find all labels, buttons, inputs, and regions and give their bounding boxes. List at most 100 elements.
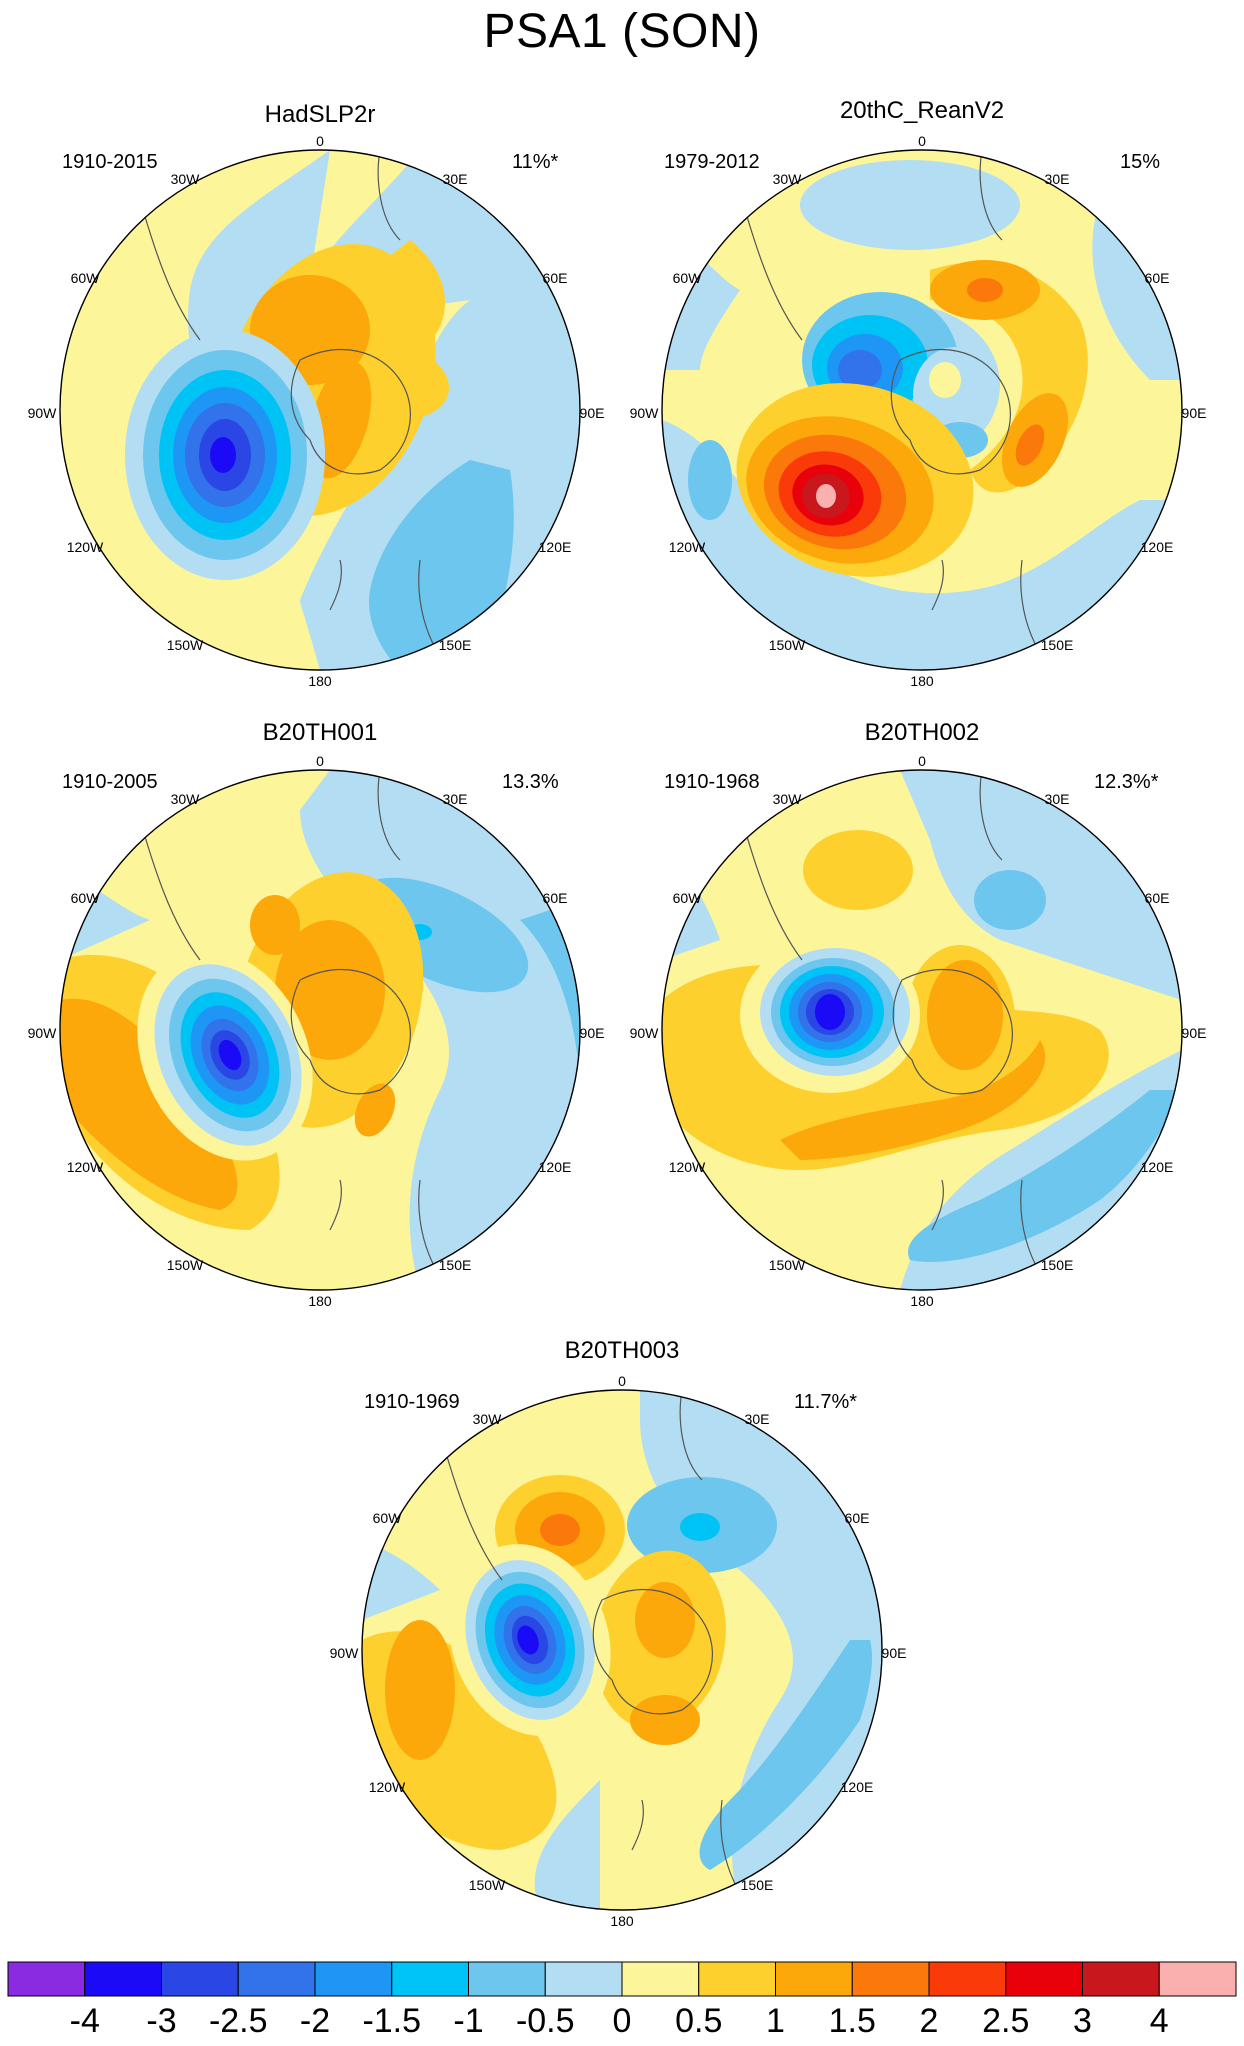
panel-title: B20TH001 (263, 719, 378, 746)
lon-label: 180 (308, 1293, 332, 1309)
colorbar-tick-label: 1.5 (829, 2002, 876, 2040)
lon-label: 30W (773, 171, 803, 187)
polar-boundary (59, 769, 581, 1291)
colorbar-swatch (161, 1961, 239, 1997)
lon-label: 90E (580, 405, 605, 421)
lon-label: 60E (543, 270, 568, 286)
lon-label: 120E (841, 1779, 874, 1795)
figure-title: PSA1 (SON) (483, 5, 761, 58)
lon-label: 60E (1145, 270, 1170, 286)
colorbar-swatch (928, 1961, 1007, 1997)
lon-label: 120E (539, 1159, 572, 1175)
colorbar-swatch (544, 1961, 623, 1997)
lon-label: 90E (882, 1645, 907, 1661)
lon-label: 150W (769, 1257, 806, 1273)
lon-label: 30E (443, 791, 468, 807)
lon-label: 120W (67, 539, 104, 555)
colorbar-tick-label: 2.5 (982, 2002, 1029, 2040)
lon-label: 0 (918, 133, 926, 149)
lon-label: 150E (439, 637, 472, 653)
colorbar-tick-label: -0.5 (516, 2002, 575, 2040)
polar-boundary (661, 769, 1183, 1291)
colorbar-swatch (237, 1961, 316, 1997)
lon-label: 150W (469, 1877, 506, 1893)
pattern-map (362, 1390, 882, 1910)
pattern-map (60, 770, 580, 1290)
colorbar-tick-label: 2 (920, 2002, 939, 2040)
colorbar-tick-label: 4 (1150, 2002, 1169, 2040)
lon-label: 150E (741, 1877, 774, 1893)
panel-period: 1910-1968 (664, 771, 760, 793)
lon-label: 150E (1041, 1257, 1074, 1273)
panel-period: 1910-1969 (364, 1391, 460, 1413)
panel-title: HadSLP2r (265, 101, 376, 128)
lon-label: 150W (769, 637, 806, 653)
pattern-map (662, 150, 1182, 670)
lon-label: 120W (67, 1159, 104, 1175)
lon-label: 60W (673, 270, 703, 286)
pattern-map (662, 770, 1182, 1290)
lon-label: 90E (1182, 405, 1207, 421)
lon-label: 30W (171, 791, 201, 807)
lon-label: 150E (1041, 637, 1074, 653)
lon-label: 0 (316, 133, 324, 149)
lon-label: 60W (71, 270, 101, 286)
colorbar-tick-label: 3 (1073, 2002, 1092, 2040)
panel-title: B20TH003 (565, 1337, 680, 1364)
lon-label: 30E (745, 1411, 770, 1427)
colorbar-tick-label: -3 (146, 2002, 176, 2040)
lon-label: 120W (669, 1159, 706, 1175)
lon-label: 60E (543, 890, 568, 906)
lon-label: 150E (439, 1257, 472, 1273)
colorbar-labels: -4 -3 -2.5 -2 -1.5 -1 -0.5 0 0.5 1 1.5 2 2.5 3 4 (70, 2002, 1169, 2040)
lon-label: 120E (539, 539, 572, 555)
colorbar-swatch (1082, 1961, 1160, 1997)
colorbar-tick-label: -1 (453, 2002, 483, 2040)
colorbar-tick-label: -4 (70, 2002, 100, 2040)
panel-b20th001: B20TH001 1910-2005 13.3% (28, 719, 605, 1309)
lon-label: 180 (910, 673, 934, 689)
lon-label: 0 (618, 1373, 626, 1389)
lon-label: 120E (1141, 1159, 1174, 1175)
colorbar-swatch (698, 1961, 776, 1997)
colorbar-tick-label: 0 (613, 2002, 632, 2040)
panel-title: B20TH002 (865, 719, 980, 746)
lon-label: 60W (373, 1510, 403, 1526)
colorbar-swatch (468, 1961, 546, 1997)
panel-variance: 11%* (512, 151, 559, 173)
colorbar-boxes (7, 1961, 1237, 1997)
lon-label: 120E (1141, 539, 1174, 555)
colorbar: -4 -3 -2.5 -2 -1.5 -1 -0.5 0 0.5 1 1.5 2 2.5 3 4 (7, 1961, 1237, 2040)
lon-label: 0 (918, 753, 926, 769)
lon-label: 150W (167, 1257, 204, 1273)
colorbar-swatch (391, 1961, 469, 1997)
lon-label: 30W (773, 791, 803, 807)
lon-label: 30E (443, 171, 468, 187)
colorbar-swatch (621, 1961, 700, 1997)
polar-boundary (661, 149, 1183, 671)
colorbar-swatch (84, 1961, 162, 1997)
pattern-map (60, 150, 580, 670)
lon-label: 60E (1145, 890, 1170, 906)
polar-boundary (59, 149, 581, 671)
lon-label: 180 (610, 1913, 634, 1929)
lon-label: 90W (330, 1645, 360, 1661)
polar-boundary (361, 1389, 883, 1911)
lon-label: 30E (1045, 171, 1070, 187)
lon-label: 60W (71, 890, 101, 906)
lon-label: 90E (580, 1025, 605, 1041)
lon-label: 30E (1045, 791, 1070, 807)
panel-period: 1910-2015 (62, 151, 158, 173)
colorbar-swatch (1005, 1961, 1083, 1997)
panel-variance: 12.3%* (1094, 771, 1159, 793)
colorbar-tick-label: -2.5 (209, 2002, 268, 2040)
lon-label: 120W (669, 539, 706, 555)
panel-b20th002: B20TH002 1910-1968 12.3%* (630, 719, 1207, 1309)
colorbar-tick-label: 0.5 (675, 2002, 722, 2040)
panel-period: 1979-2012 (664, 151, 760, 173)
panel-title: 20thC_ReanV2 (840, 97, 1004, 124)
lon-label: 150W (167, 637, 204, 653)
lon-label: 90E (1182, 1025, 1207, 1041)
lon-label: 90W (630, 405, 660, 421)
